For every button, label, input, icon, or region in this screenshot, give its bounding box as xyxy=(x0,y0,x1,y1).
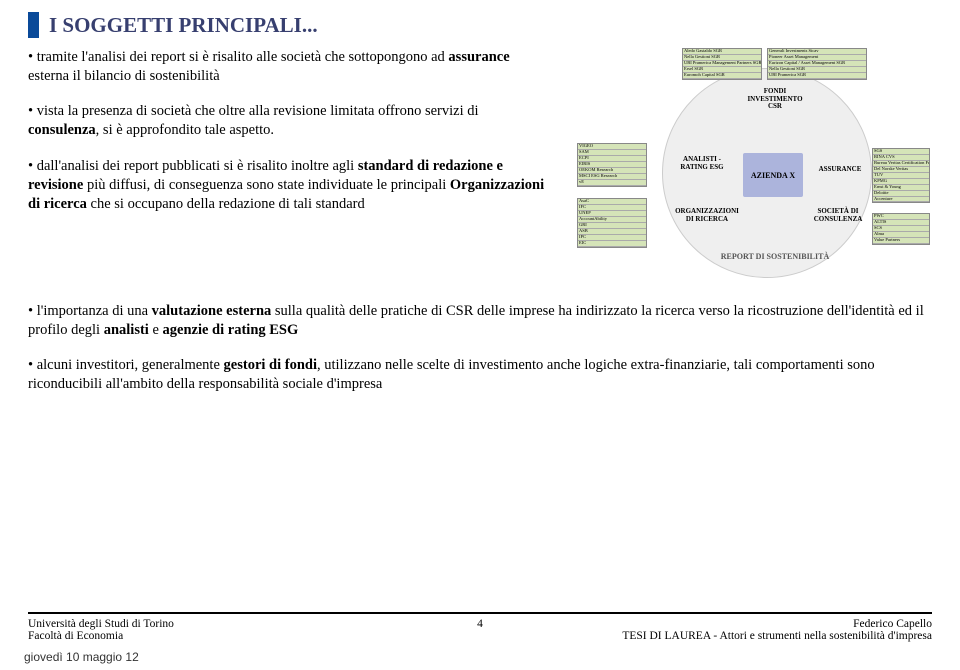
slide-date: giovedì 10 maggio 12 xyxy=(24,650,139,664)
page-title: I SOGGETTI PRINCIPALI... xyxy=(49,13,318,38)
footer-author: Federico Capello xyxy=(622,618,932,630)
tiny-row: EIC xyxy=(578,241,646,247)
tiny-row: vE xyxy=(578,180,646,186)
tiny-table-mid-left: VIGEOSAMECPIEIRISOEKOM ResearchMSCI ESG … xyxy=(577,143,647,187)
tiny-row: Value Partners xyxy=(873,238,929,244)
bullet-1: • tramite l'analisi dei report si è risa… xyxy=(28,48,552,86)
csr-diagram: AZIENDA X FONDI INVESTIMENTO CSR ANALIST… xyxy=(562,48,932,288)
label-fondi: FONDI INVESTIMENTO CSR xyxy=(745,88,805,111)
label-assurance: ASSURANCE xyxy=(810,166,870,174)
label-organizzazioni: ORGANIZZAZIONI DI RICERCA xyxy=(672,208,742,223)
tiny-table-top-right: Generali Investments SicavPioneer Asset … xyxy=(767,48,867,80)
footer-faculty: Facoltà di Economia xyxy=(28,630,174,642)
bullet-3: • dall'analisi dei report pubblicati si … xyxy=(28,157,552,214)
label-analisti: ANALISTI - RATING ESG xyxy=(672,156,732,171)
bullet-2: • vista la presenza di società che oltre… xyxy=(28,102,552,140)
title-accent-bar xyxy=(28,12,39,38)
diagram-column: AZIENDA X FONDI INVESTIMENTO CSR ANALIST… xyxy=(562,48,932,288)
tiny-table-top-left: Aledo Gastaldo SGRNella Gestioni SGRUBI … xyxy=(682,48,762,80)
bullet-5: • alcuni investitori, generalmente gesto… xyxy=(28,356,932,394)
footer-page-number: 4 xyxy=(477,618,483,630)
tiny-table-bot-right: PWCALTISSCSAlmaValue Partners xyxy=(872,213,930,245)
label-societa: SOCIETÀ DI CONSULENZA xyxy=(810,208,866,223)
bullet-4: • l'importanza di una valutazione estern… xyxy=(28,302,932,340)
footer-divider xyxy=(28,612,932,614)
page-footer: Università degli Studi di Torino Facoltà… xyxy=(28,612,932,642)
tiny-table-mid-right: SGSRINA CVSBureau Veritas Certification … xyxy=(872,148,930,203)
left-text-column: • tramite l'analisi dei report si è risa… xyxy=(28,48,552,288)
tiny-row: Euromoh Capital SGR xyxy=(683,73,761,79)
diagram-center: AZIENDA X xyxy=(743,153,803,197)
tiny-row: UBI Pramerica SGR xyxy=(768,73,866,79)
tiny-row: Accenture xyxy=(873,197,929,203)
lower-text-block: • l'importanza di una valutazione estern… xyxy=(28,302,932,395)
tiny-table-bot-left: AsaCIFCUNEPAccountAbilityGRIASBIPCEIC xyxy=(577,198,647,248)
label-report: REPORT DI SOSTENIBILITÀ xyxy=(710,253,840,262)
title-row: I SOGGETTI PRINCIPALI... xyxy=(28,12,932,38)
footer-thesis: TESI DI LAUREA - Attori e strumenti nell… xyxy=(622,630,932,642)
footer-university: Università degli Studi di Torino xyxy=(28,618,174,630)
